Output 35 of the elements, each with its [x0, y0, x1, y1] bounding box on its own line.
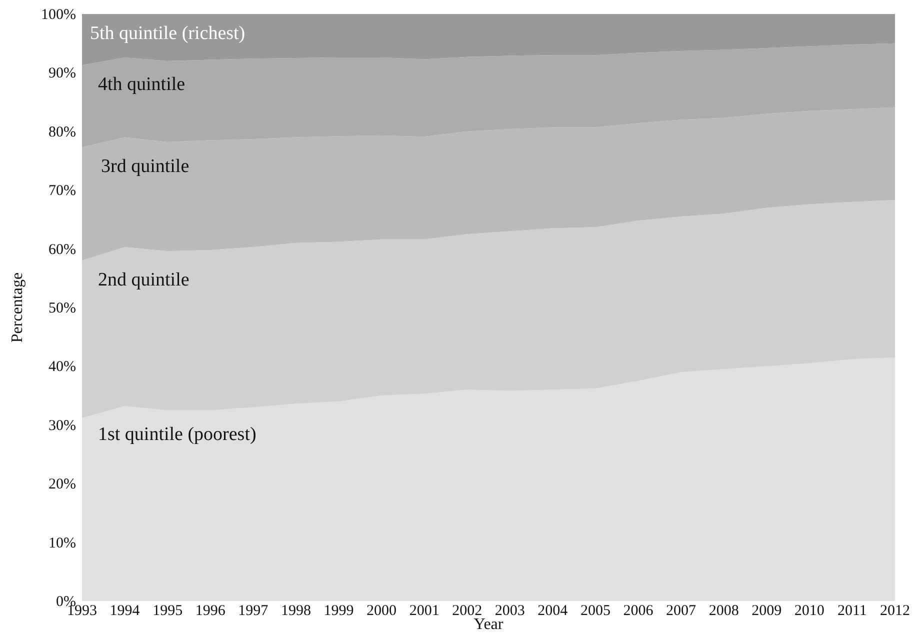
- y-tick-label: 100%: [41, 7, 76, 23]
- x-axis-title: Year: [474, 616, 504, 633]
- x-tick-label: 2007: [666, 603, 697, 619]
- x-tick-label: 2001: [409, 603, 440, 619]
- x-tick-label: 1999: [324, 603, 354, 619]
- x-tick-label: 2011: [837, 603, 867, 619]
- y-tick-label: 30%: [48, 418, 76, 434]
- x-tick-label: 2009: [752, 603, 782, 619]
- x-tick-label: 2000: [366, 603, 397, 619]
- y-tick-label: 80%: [48, 124, 76, 140]
- x-tick-label: 1997: [238, 603, 269, 619]
- series-label: 3rd quintile: [101, 156, 190, 178]
- x-tick-label: 2002: [452, 603, 482, 619]
- y-axis-title: Percentage: [9, 272, 26, 343]
- x-tick-label: 2004: [538, 603, 568, 619]
- x-tick-label: 2008: [708, 603, 739, 619]
- x-tick-label: 1994: [110, 603, 140, 619]
- x-tick-label: 2012: [880, 603, 910, 619]
- y-tick-label: 60%: [48, 242, 76, 258]
- series-label: 4th quintile: [98, 74, 186, 96]
- series-label: 5th quintile (richest): [90, 23, 246, 44]
- y-tick-label: 90%: [48, 66, 76, 82]
- x-tick-label: 2003: [494, 603, 525, 619]
- x-tick-label: 1995: [152, 603, 183, 619]
- x-tick-label: 1996: [195, 603, 226, 619]
- x-tick-label: 1998: [280, 603, 311, 619]
- y-tick-label: 50%: [48, 300, 76, 316]
- y-tick-label: 20%: [48, 476, 76, 493]
- series-label: 2nd quintile: [98, 270, 190, 291]
- x-tick-label: 2010: [794, 603, 824, 619]
- y-tick-label: 70%: [48, 183, 76, 200]
- x-tick-label: 2006: [623, 603, 654, 619]
- y-tick-label: 10%: [48, 535, 76, 552]
- y-tick-label: 40%: [48, 359, 76, 376]
- x-tick-label: 2005: [580, 603, 610, 619]
